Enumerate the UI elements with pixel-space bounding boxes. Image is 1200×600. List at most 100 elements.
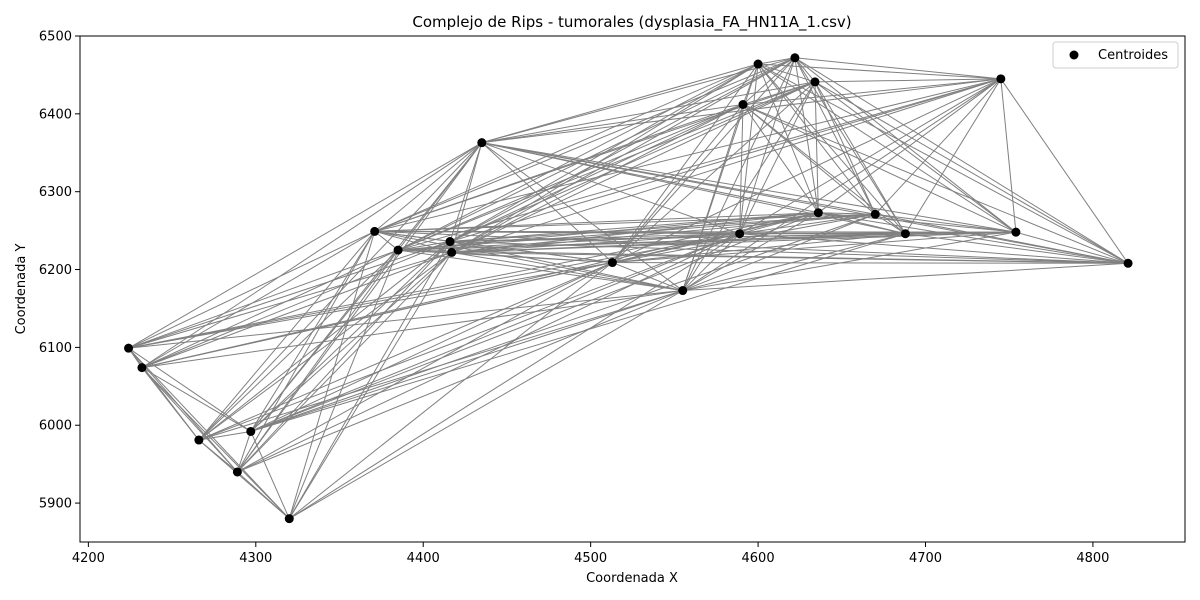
rips-edge <box>682 78 1002 291</box>
rips-edge <box>449 142 483 242</box>
x-tick-label: 4200 <box>72 551 105 566</box>
centroid-point <box>607 258 617 268</box>
rips-edge <box>451 104 744 253</box>
rips-edge <box>451 251 683 292</box>
rips-edge <box>128 142 483 349</box>
rips-edge <box>397 63 759 251</box>
rips-edge <box>682 81 816 291</box>
rips-edge <box>141 249 399 369</box>
rips-edge <box>874 78 1002 215</box>
y-tick-label: 6000 <box>39 419 72 434</box>
rips-edge <box>814 81 1129 264</box>
centroid-point <box>370 226 380 236</box>
centroid-point <box>1011 227 1021 237</box>
rips-edge <box>289 233 740 520</box>
rips-edge <box>739 78 1002 235</box>
rips-edge <box>481 63 759 144</box>
rips-edge <box>612 78 1002 263</box>
rips-edge <box>612 63 759 263</box>
rips-edge <box>742 81 816 105</box>
rips-edge <box>682 231 1016 292</box>
rips-edge <box>449 104 744 242</box>
rips-edge <box>128 233 740 349</box>
rips-edge <box>236 249 399 473</box>
centroid-point <box>445 237 455 247</box>
rips-edge <box>905 231 1016 235</box>
rips-edge <box>128 241 451 349</box>
rips-edge <box>128 262 613 349</box>
rips-edge <box>250 233 906 432</box>
rips-edge <box>141 142 483 369</box>
rips-edge <box>612 262 683 292</box>
centroid-point <box>810 77 820 87</box>
rips-edge <box>1015 231 1129 264</box>
centroid-point <box>232 467 242 477</box>
rips-edge <box>739 233 1129 264</box>
centroid-point <box>393 245 403 255</box>
centroid-point <box>137 363 147 373</box>
centroid-point <box>678 286 688 296</box>
centroid-points <box>124 53 1133 524</box>
y-tick-label: 6300 <box>39 185 72 200</box>
rips-edge <box>250 231 376 432</box>
rips-edge <box>739 212 819 235</box>
y-tick-label: 6400 <box>39 107 72 122</box>
legend-marker <box>1069 50 1079 60</box>
rips-edge <box>451 57 796 253</box>
x-tick-label: 4500 <box>574 551 607 566</box>
rips-edge <box>742 63 759 105</box>
rips-edge <box>794 57 1017 233</box>
rips-edge <box>612 233 906 264</box>
rips-edge <box>374 63 759 232</box>
rips-edge <box>612 231 1016 264</box>
rips-edge <box>236 142 483 473</box>
rips-edge <box>814 81 876 215</box>
legend-label-centroides: Centroides <box>1098 48 1168 63</box>
rips-edge <box>449 213 876 243</box>
centroid-point <box>813 208 823 218</box>
rips-edge <box>794 57 1129 264</box>
rips-edge <box>288 262 613 520</box>
rips-edge <box>875 213 1016 233</box>
rips-edge <box>397 57 796 251</box>
y-tick-label: 5900 <box>39 497 72 512</box>
rips-edge <box>237 262 613 473</box>
centroid-point <box>194 435 204 445</box>
rips-edge <box>250 431 290 519</box>
rips-edge <box>794 57 1001 80</box>
centroid-point <box>246 426 256 436</box>
rips-edge <box>875 213 1129 264</box>
rips-edge <box>481 142 740 235</box>
rips-edge <box>398 249 683 292</box>
rips-edge <box>141 212 819 369</box>
centroid-point <box>1123 258 1133 268</box>
x-tick-label: 4600 <box>742 551 775 566</box>
rips-edge <box>449 81 816 242</box>
rips-edge <box>481 81 816 144</box>
legend: Centroides <box>1052 41 1179 69</box>
rips-edge <box>904 78 1002 234</box>
y-tick-label: 6200 <box>39 263 72 278</box>
rips-edge <box>449 63 759 242</box>
rips-edge <box>141 367 290 519</box>
rips-edge <box>905 233 1129 264</box>
rips-edge <box>757 63 1017 233</box>
rips-edge <box>237 471 290 520</box>
rips-edge <box>814 81 819 213</box>
y-axis: 5900 6000 6100 6200 6300 6400 6500 <box>39 30 80 512</box>
centroid-point <box>790 53 800 63</box>
rips-edge <box>612 213 876 264</box>
rips-edge <box>198 231 376 441</box>
rips-edge <box>374 57 796 232</box>
rips-edge <box>250 290 683 432</box>
x-axis-title: Coordenada X <box>586 571 678 586</box>
rips-edge <box>198 249 399 441</box>
y-axis-title: Coordenada Y <box>14 244 29 335</box>
rips-edge <box>1000 78 1017 233</box>
rips-edge <box>757 63 906 235</box>
x-axis: 4200 4300 4400 4500 4600 4700 4800 <box>72 542 1109 566</box>
rips-edge <box>451 251 1129 264</box>
rips-edge <box>288 252 453 519</box>
rips-edge <box>374 142 483 232</box>
